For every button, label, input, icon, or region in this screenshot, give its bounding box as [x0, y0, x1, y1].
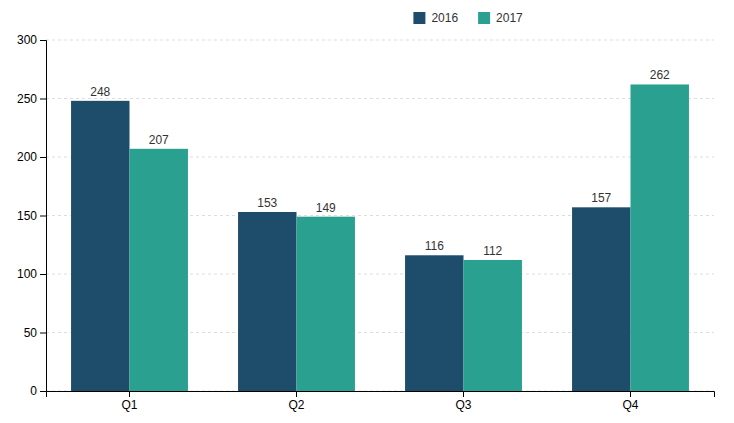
legend-item: 2016 — [413, 11, 458, 25]
y-tick-mark — [40, 274, 46, 275]
y-tick-label: 250 — [17, 92, 37, 106]
y-tick: 0 — [30, 384, 46, 398]
y-tick-label: 0 — [30, 384, 37, 398]
legend-label: 2016 — [431, 11, 458, 25]
y-tick-label: 300 — [17, 33, 37, 47]
bar — [297, 217, 355, 391]
legend: 2016 2017 — [413, 11, 523, 25]
bar — [405, 255, 463, 391]
grid — [46, 40, 714, 391]
bar — [238, 212, 296, 391]
x-tick-mark — [630, 391, 631, 397]
bar — [71, 101, 129, 391]
data-label: 207 — [149, 133, 169, 147]
y-tick-mark — [40, 99, 46, 100]
x-tick-label: Q1 — [121, 398, 137, 412]
x-tick-label: Q4 — [622, 398, 638, 412]
legend-swatch — [413, 12, 425, 24]
y-tick: 250 — [17, 92, 46, 106]
y-tick: 100 — [17, 267, 46, 281]
y-tick-mark — [40, 157, 46, 158]
x-tick: Q2 — [288, 391, 304, 412]
y-axis-line — [40, 41, 47, 392]
x-tick-label: Q2 — [288, 398, 304, 412]
data-label: 157 — [591, 191, 611, 205]
x-tick-mark — [463, 391, 464, 397]
x-axis: Q1 Q2 Q3 Q4 — [47, 391, 715, 412]
x-tick-mark — [129, 391, 130, 397]
y-tick-label: 200 — [17, 150, 37, 164]
y-tick-label: 150 — [17, 209, 37, 223]
y-tick: 200 — [17, 150, 46, 164]
data-label: 153 — [257, 196, 277, 210]
grid-line — [46, 40, 714, 41]
y-tick-label: 50 — [24, 326, 38, 340]
x-tick-mark — [296, 391, 297, 397]
x-axis-line — [47, 392, 715, 398]
y-tick: 150 — [17, 209, 46, 223]
data-label: 149 — [316, 201, 336, 215]
y-tick-mark — [40, 391, 46, 392]
y-tick-label: 100 — [17, 267, 37, 281]
data-labels: 248 207 153 149 116 112 157 262 — [90, 68, 670, 258]
data-label: 262 — [650, 68, 670, 82]
x-tick: Q3 — [455, 391, 471, 412]
bar — [631, 84, 689, 391]
y-tick-mark — [40, 216, 46, 217]
grid-line — [46, 98, 714, 99]
data-label: 248 — [90, 85, 110, 99]
x-tick: Q4 — [622, 391, 638, 412]
bar — [130, 149, 188, 391]
legend-label: 2017 — [496, 11, 523, 25]
legend-swatch — [478, 12, 490, 24]
x-tick: Q1 — [121, 391, 137, 412]
y-tick: 50 — [24, 326, 46, 340]
bars — [71, 84, 689, 391]
y-tick-mark — [40, 333, 46, 334]
y-tick: 300 — [17, 33, 46, 47]
legend-item: 2017 — [478, 11, 523, 25]
chart: 0 50 100 150 200 250 300 Q1 Q2 Q3 Q4 248 207 153 149 11… — [0, 0, 734, 423]
x-tick-label: Q3 — [455, 398, 471, 412]
data-label: 116 — [425, 239, 444, 253]
y-tick-mark — [40, 40, 46, 41]
bar — [572, 207, 630, 391]
data-label: 112 — [483, 244, 502, 258]
y-axis: 0 50 100 150 200 250 300 — [17, 33, 47, 398]
bar — [464, 260, 522, 391]
plot: 0 50 100 150 200 250 300 Q1 Q2 Q3 Q4 248 207 153 149 11… — [17, 33, 715, 411]
